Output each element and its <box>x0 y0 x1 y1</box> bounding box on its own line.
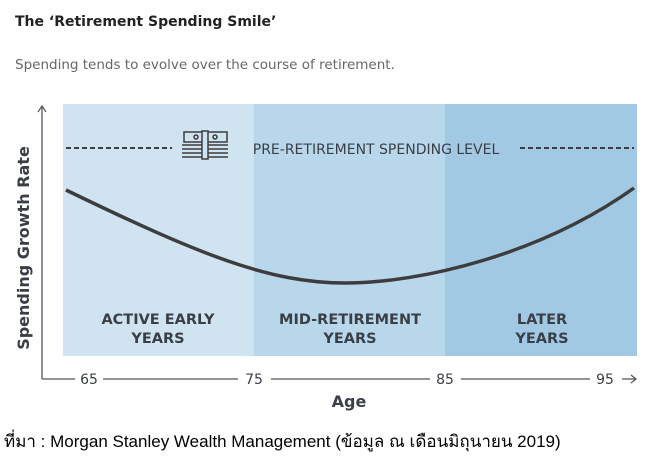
phase-label-later-2: YEARS <box>514 331 568 347</box>
x-axis-label: Age <box>332 392 367 411</box>
money-stack-icon <box>182 130 228 160</box>
reference-line-label: PRE-RETIREMENT SPENDING LEVEL <box>253 142 500 158</box>
phase-label-active-1: ACTIVE EARLY <box>101 312 215 328</box>
phase-label-mid-1: MID-RETIREMENT <box>279 312 421 328</box>
source-note: ที่มา : Morgan Stanley Wealth Management… <box>4 432 561 451</box>
phase-label-active-2: YEARS <box>130 331 184 347</box>
x-tick-label: 75 <box>245 372 263 388</box>
x-tick-label: 95 <box>596 372 614 388</box>
phase-band-mid <box>254 104 445 356</box>
phase-label-mid-2: YEARS <box>322 331 376 347</box>
phase-label-later-1: LATER <box>517 312 567 328</box>
phase-band-active <box>63 104 254 356</box>
x-axis-arrow-icon <box>622 374 637 384</box>
chart-title: The ‘Retirement Spending Smile’ <box>15 14 277 30</box>
phase-band-later <box>445 104 637 356</box>
y-axis-label: Spending Growth Rate <box>14 146 33 350</box>
y-axis-arrow-icon <box>37 104 47 113</box>
chart-subtitle: Spending tends to evolve over the course… <box>15 57 395 73</box>
spending-curve <box>65 186 636 285</box>
x-tick-label: 85 <box>436 372 454 388</box>
x-tick-label: 65 <box>80 372 98 388</box>
